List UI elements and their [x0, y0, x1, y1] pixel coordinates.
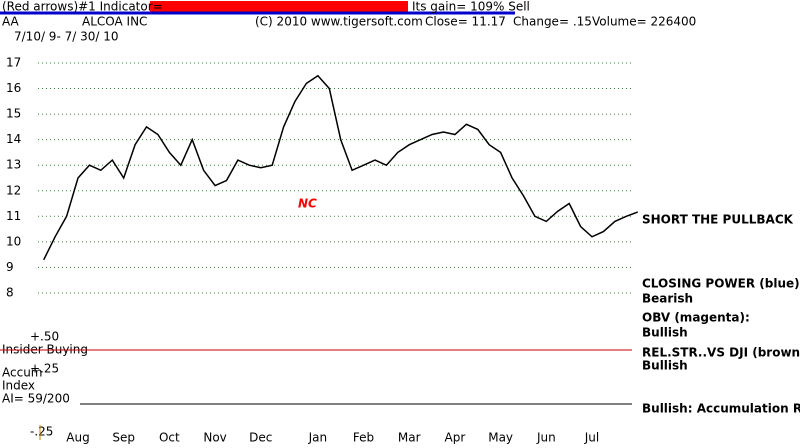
- header-indicator: (Red arrows)#1 Indicator=: [2, 0, 163, 14]
- left-label: +.25: [30, 362, 59, 376]
- symbol: AA: [2, 15, 20, 29]
- left-label: -.25: [30, 425, 53, 439]
- copyright: (C) 2010 www.tigersoft.com: [255, 15, 423, 29]
- chart-title: ALCOA INC: [82, 15, 147, 29]
- annotation: Bullish: [642, 326, 688, 340]
- left-label: AI= 59/200: [2, 392, 70, 406]
- volume: Volume= 226400: [592, 15, 696, 29]
- y-tick-label: 8: [6, 285, 14, 299]
- y-tick-label: 15: [6, 107, 21, 121]
- left-label: +.50: [30, 330, 59, 344]
- y-tick-label: 16: [6, 81, 21, 95]
- annotation: CLOSING POWER (blue):: [642, 277, 800, 291]
- annotation: Bullish: [642, 359, 688, 373]
- x-tick-label: Oct: [159, 431, 180, 445]
- annotation: Bearish: [642, 292, 693, 306]
- y-tick-label: 10: [6, 234, 21, 248]
- x-tick-label: Nov: [203, 431, 226, 445]
- left-label: Accum: [2, 366, 43, 380]
- y-tick-label: 17: [6, 55, 21, 69]
- y-tick-label: 12: [6, 183, 21, 197]
- left-label: Index: [2, 379, 35, 393]
- x-tick-label: Jul: [584, 431, 599, 445]
- x-tick-label: Aug: [66, 431, 89, 445]
- price-line: [43, 74, 638, 261]
- y-tick-label: 14: [6, 132, 21, 146]
- annotation: OBV (magenta):: [642, 311, 750, 325]
- x-tick-label: May: [488, 431, 513, 445]
- date-range: 7/10/ 9- 7/ 30/ 10: [14, 30, 118, 44]
- header-gain: Its gain= 109% Sell: [412, 0, 530, 14]
- nc-label: NC: [298, 197, 317, 211]
- annotation: Bullish: Accumulation Rising: [642, 402, 800, 416]
- close: Close= 11.17: [425, 15, 506, 29]
- x-tick-label: Apr: [445, 431, 466, 445]
- change: Change= .15: [513, 15, 592, 29]
- y-tick-label: 9: [6, 260, 14, 274]
- y-tick-label: 13: [6, 158, 21, 172]
- x-tick-label: Mar: [398, 431, 421, 445]
- x-tick-label: Jan: [308, 431, 328, 445]
- x-tick-label: Jun: [536, 431, 556, 445]
- annotation: SHORT THE PULLBACK: [642, 213, 794, 227]
- x-tick-label: Dec: [249, 431, 272, 445]
- y-tick-label: 11: [6, 209, 21, 223]
- indicator-bar: [150, 1, 408, 12]
- annotation: REL.STR..VS DJI (brown):: [642, 346, 800, 360]
- x-tick-label: Feb: [353, 431, 374, 445]
- x-tick-label: Sep: [112, 431, 135, 445]
